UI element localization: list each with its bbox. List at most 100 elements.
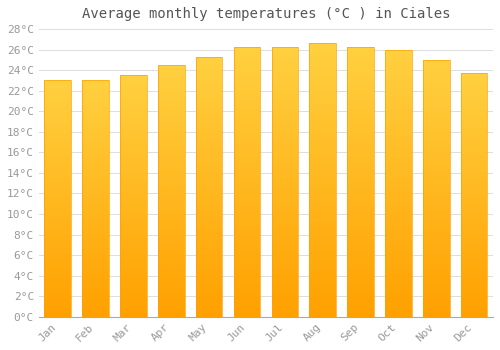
Bar — [272, 169, 298, 171]
Bar — [272, 222, 298, 224]
Bar — [348, 47, 374, 317]
Bar — [461, 276, 487, 278]
Bar — [310, 224, 336, 225]
Bar — [310, 131, 336, 132]
Bar — [385, 303, 411, 305]
Bar — [120, 228, 146, 229]
Bar — [272, 109, 298, 110]
Bar — [461, 83, 487, 84]
Bar — [272, 107, 298, 109]
Bar — [82, 134, 109, 135]
Bar — [423, 250, 450, 251]
Bar — [158, 244, 184, 245]
Bar — [82, 295, 109, 297]
Bar — [234, 138, 260, 140]
Bar — [44, 280, 71, 281]
Bar — [310, 257, 336, 258]
Bar — [272, 295, 298, 296]
Bar — [44, 187, 71, 188]
Bar — [196, 266, 222, 267]
Bar — [158, 307, 184, 308]
Bar — [196, 150, 222, 152]
Bar — [234, 167, 260, 168]
Bar — [348, 304, 374, 306]
Bar — [310, 78, 336, 79]
Bar — [120, 220, 146, 222]
Bar — [272, 191, 298, 193]
Bar — [196, 89, 222, 91]
Bar — [310, 61, 336, 63]
Bar — [310, 274, 336, 276]
Bar — [158, 148, 184, 149]
Bar — [272, 225, 298, 226]
Bar — [82, 195, 109, 196]
Bar — [423, 66, 450, 68]
Bar — [310, 268, 336, 269]
Bar — [120, 264, 146, 265]
Bar — [196, 243, 222, 244]
Bar — [234, 296, 260, 298]
Bar — [348, 283, 374, 284]
Bar — [423, 261, 450, 263]
Bar — [234, 87, 260, 89]
Bar — [385, 274, 411, 275]
Bar — [120, 261, 146, 262]
Bar — [196, 315, 222, 317]
Bar — [82, 272, 109, 273]
Bar — [158, 89, 184, 90]
Bar — [82, 86, 109, 88]
Bar — [120, 125, 146, 126]
Bar — [461, 159, 487, 160]
Bar — [158, 312, 184, 313]
Bar — [461, 244, 487, 245]
Bar — [310, 288, 336, 289]
Bar — [423, 231, 450, 232]
Bar — [423, 208, 450, 209]
Bar — [385, 75, 411, 76]
Bar — [234, 98, 260, 99]
Bar — [82, 267, 109, 268]
Bar — [44, 228, 71, 229]
Bar — [44, 107, 71, 109]
Bar — [120, 163, 146, 164]
Bar — [196, 288, 222, 289]
Bar — [423, 308, 450, 309]
Bar — [272, 226, 298, 228]
Bar — [310, 158, 336, 160]
Bar — [120, 149, 146, 150]
Bar — [385, 118, 411, 119]
Bar — [310, 210, 336, 211]
Bar — [310, 233, 336, 235]
Bar — [423, 137, 450, 138]
Bar — [385, 258, 411, 259]
Bar — [310, 307, 336, 309]
Bar — [44, 276, 71, 278]
Bar — [272, 261, 298, 263]
Bar — [158, 69, 184, 70]
Bar — [82, 151, 109, 153]
Bar — [44, 119, 71, 121]
Bar — [44, 136, 71, 137]
Bar — [423, 217, 450, 218]
Bar — [82, 155, 109, 156]
Bar — [196, 148, 222, 149]
Bar — [310, 142, 336, 143]
Bar — [120, 137, 146, 138]
Bar — [272, 315, 298, 317]
Bar — [272, 100, 298, 102]
Bar — [348, 228, 374, 229]
Bar — [461, 235, 487, 237]
Bar — [234, 276, 260, 278]
Bar — [272, 228, 298, 229]
Bar — [310, 82, 336, 83]
Bar — [196, 191, 222, 192]
Bar — [385, 189, 411, 190]
Bar — [348, 48, 374, 49]
Bar — [348, 187, 374, 188]
Bar — [44, 149, 71, 150]
Bar — [196, 219, 222, 220]
Bar — [461, 297, 487, 299]
Bar — [158, 217, 184, 219]
Bar — [348, 309, 374, 310]
Bar — [158, 95, 184, 97]
